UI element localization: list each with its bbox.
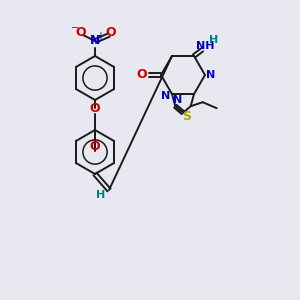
Text: +: + [96,31,104,41]
Text: −: − [71,23,79,33]
Text: N: N [90,34,100,47]
Text: O: O [106,26,116,40]
Text: H: H [96,190,106,200]
Text: N: N [173,95,182,105]
Text: NH: NH [196,41,214,51]
Text: H: H [209,35,219,45]
Text: O: O [137,68,147,82]
Text: O: O [90,103,100,116]
Text: O: O [90,140,100,152]
Text: O: O [76,26,86,40]
Text: N: N [161,91,171,101]
Text: S: S [182,110,191,123]
Text: N: N [206,70,216,80]
